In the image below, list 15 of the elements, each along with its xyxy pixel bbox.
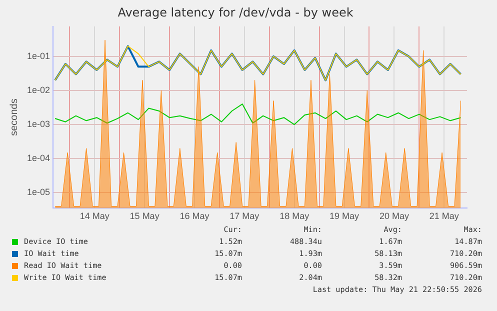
x-tick-label: 16 May	[180, 211, 210, 222]
x-tick-label: 18 May	[280, 211, 310, 222]
x-tick-label: 17 May	[230, 211, 260, 222]
x-tick-label: 15 May	[130, 211, 160, 222]
y-tick-label: 1e-02	[26, 84, 50, 95]
y-axis-title: seconds	[8, 98, 20, 136]
y-tick-label: 1e-01	[26, 50, 50, 61]
x-tick-label: 14 May	[80, 211, 110, 222]
x-tick-label: 21 May	[429, 211, 460, 222]
chart-title: Average latency for /dev/vda - by week	[118, 5, 354, 20]
y-tick-label: 1e-05	[26, 187, 50, 198]
y-tick-label: 1e-04	[26, 153, 50, 164]
x-tick-label: 19 May	[330, 211, 360, 222]
y-tick-label: 1e-03	[26, 119, 50, 130]
x-tick-label: 20 May	[379, 211, 410, 222]
